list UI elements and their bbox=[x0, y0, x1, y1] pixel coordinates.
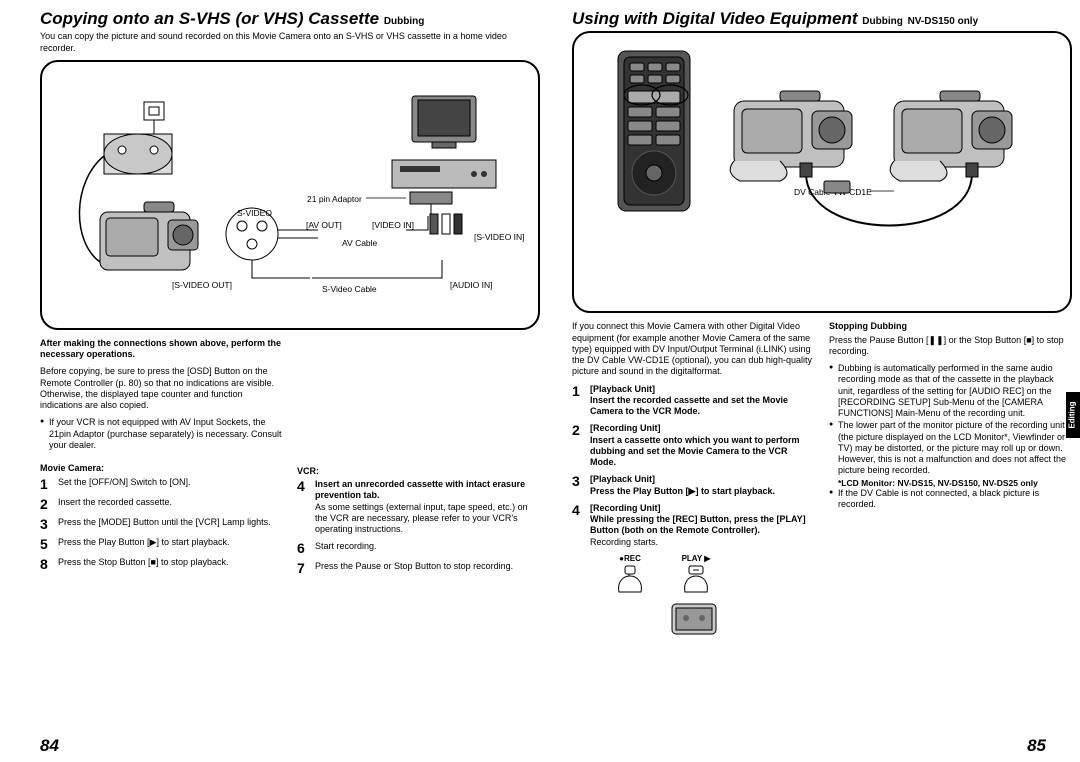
left-text-columns: After making the connections shown above… bbox=[40, 338, 540, 582]
play-hand-icon: PLAY ▶ bbox=[678, 554, 714, 596]
right-bullets: Dubbing is automatically performed in th… bbox=[829, 363, 1072, 477]
left-title-sub: Dubbing bbox=[384, 16, 425, 27]
left-bullet: If your VCR is not equipped with AV Inpu… bbox=[40, 417, 283, 451]
right-diagram: DV Cable VW-CD1E bbox=[572, 31, 1072, 313]
pagenum-left: 84 bbox=[40, 735, 59, 756]
svg-text:[S-VIDEO IN]: [S-VIDEO IN] bbox=[474, 232, 525, 242]
svg-text:[AUDIO IN]: [AUDIO IN] bbox=[450, 280, 493, 290]
movie-camera-heading: Movie Camera: bbox=[40, 463, 283, 474]
rec-play-icons: ●REC PLAY ▶ bbox=[612, 554, 815, 596]
right-title-main: Using with Digital Video Equipment bbox=[572, 9, 858, 28]
left-col-b: VCR: 4Insert an unrecorded cassette with… bbox=[297, 338, 540, 582]
page-right: Using with Digital Video Equipment Dubbi… bbox=[572, 8, 1072, 754]
svg-text:[S-VIDEO OUT]: [S-VIDEO OUT] bbox=[172, 280, 232, 290]
pagenum-right: 85 bbox=[1027, 735, 1046, 756]
side-tab-editing: Editing bbox=[1066, 392, 1080, 438]
steps-vcr: 4Insert an unrecorded cassette with inta… bbox=[297, 479, 540, 575]
svg-text:S-VIDEO: S-VIDEO bbox=[237, 208, 272, 218]
page-left: Copying onto an S-VHS (or VHS) Cassette … bbox=[40, 8, 540, 754]
right-col-a: If you connect this Movie Camera with ot… bbox=[572, 321, 815, 636]
left-diagram: S-VIDEO [AV OUT] [VIDEO IN] AV Cable [S-… bbox=[40, 60, 540, 330]
right-intro: If you connect this Movie Camera with ot… bbox=[572, 321, 815, 377]
steps-movie-camera: 1Set the [OFF/ON] Switch to [ON]. 2Inser… bbox=[40, 477, 283, 571]
svg-text:[VIDEO IN]: [VIDEO IN] bbox=[372, 220, 414, 230]
svg-text:[AV OUT]: [AV OUT] bbox=[306, 220, 342, 230]
vhs-connection-icon: S-VIDEO [AV OUT] [VIDEO IN] AV Cable [S-… bbox=[42, 62, 538, 328]
stop-heading: Stopping Dubbing bbox=[829, 321, 1072, 332]
rec-hand-icon: ●REC bbox=[612, 554, 648, 596]
after-text: Before copying, be sure to press the [OS… bbox=[40, 366, 283, 411]
right-bullet-last: If the DV Cable is not connected, a blac… bbox=[829, 488, 1072, 511]
left-intro: You can copy the picture and sound recor… bbox=[40, 31, 540, 54]
right-steps: 1 [Playback Unit]Insert the recorded cas… bbox=[572, 384, 815, 548]
dv-connection-icon: DV Cable VW-CD1E bbox=[574, 33, 1070, 311]
right-title: Using with Digital Video Equipment Dubbi… bbox=[572, 8, 1072, 29]
svg-text:21 pin Adaptor: 21 pin Adaptor bbox=[307, 194, 362, 204]
vcr-heading: VCR: bbox=[297, 466, 540, 477]
svg-text:S-Video Cable: S-Video Cable bbox=[322, 284, 377, 294]
right-col-b: Stopping Dubbing Press the Pause Button … bbox=[829, 321, 1072, 636]
mini-remote-icon bbox=[572, 602, 815, 636]
stop-text: Press the Pause Button [❚❚] or the Stop … bbox=[829, 335, 1072, 358]
lcd-note: *LCD Monitor: NV-DS15, NV-DS150, NV-DS25… bbox=[829, 478, 1072, 489]
svg-text:AV Cable: AV Cable bbox=[342, 238, 378, 248]
after-bold: After making the connections shown above… bbox=[40, 338, 281, 359]
right-title-sub: Dubbing bbox=[862, 16, 903, 27]
left-title: Copying onto an S-VHS (or VHS) Cassette … bbox=[40, 8, 540, 29]
left-title-main: Copying onto an S-VHS (or VHS) Cassette bbox=[40, 9, 379, 28]
right-text-columns: If you connect this Movie Camera with ot… bbox=[572, 321, 1072, 636]
left-col-a: After making the connections shown above… bbox=[40, 338, 283, 582]
right-title-model: NV-DS150 only bbox=[908, 16, 979, 27]
